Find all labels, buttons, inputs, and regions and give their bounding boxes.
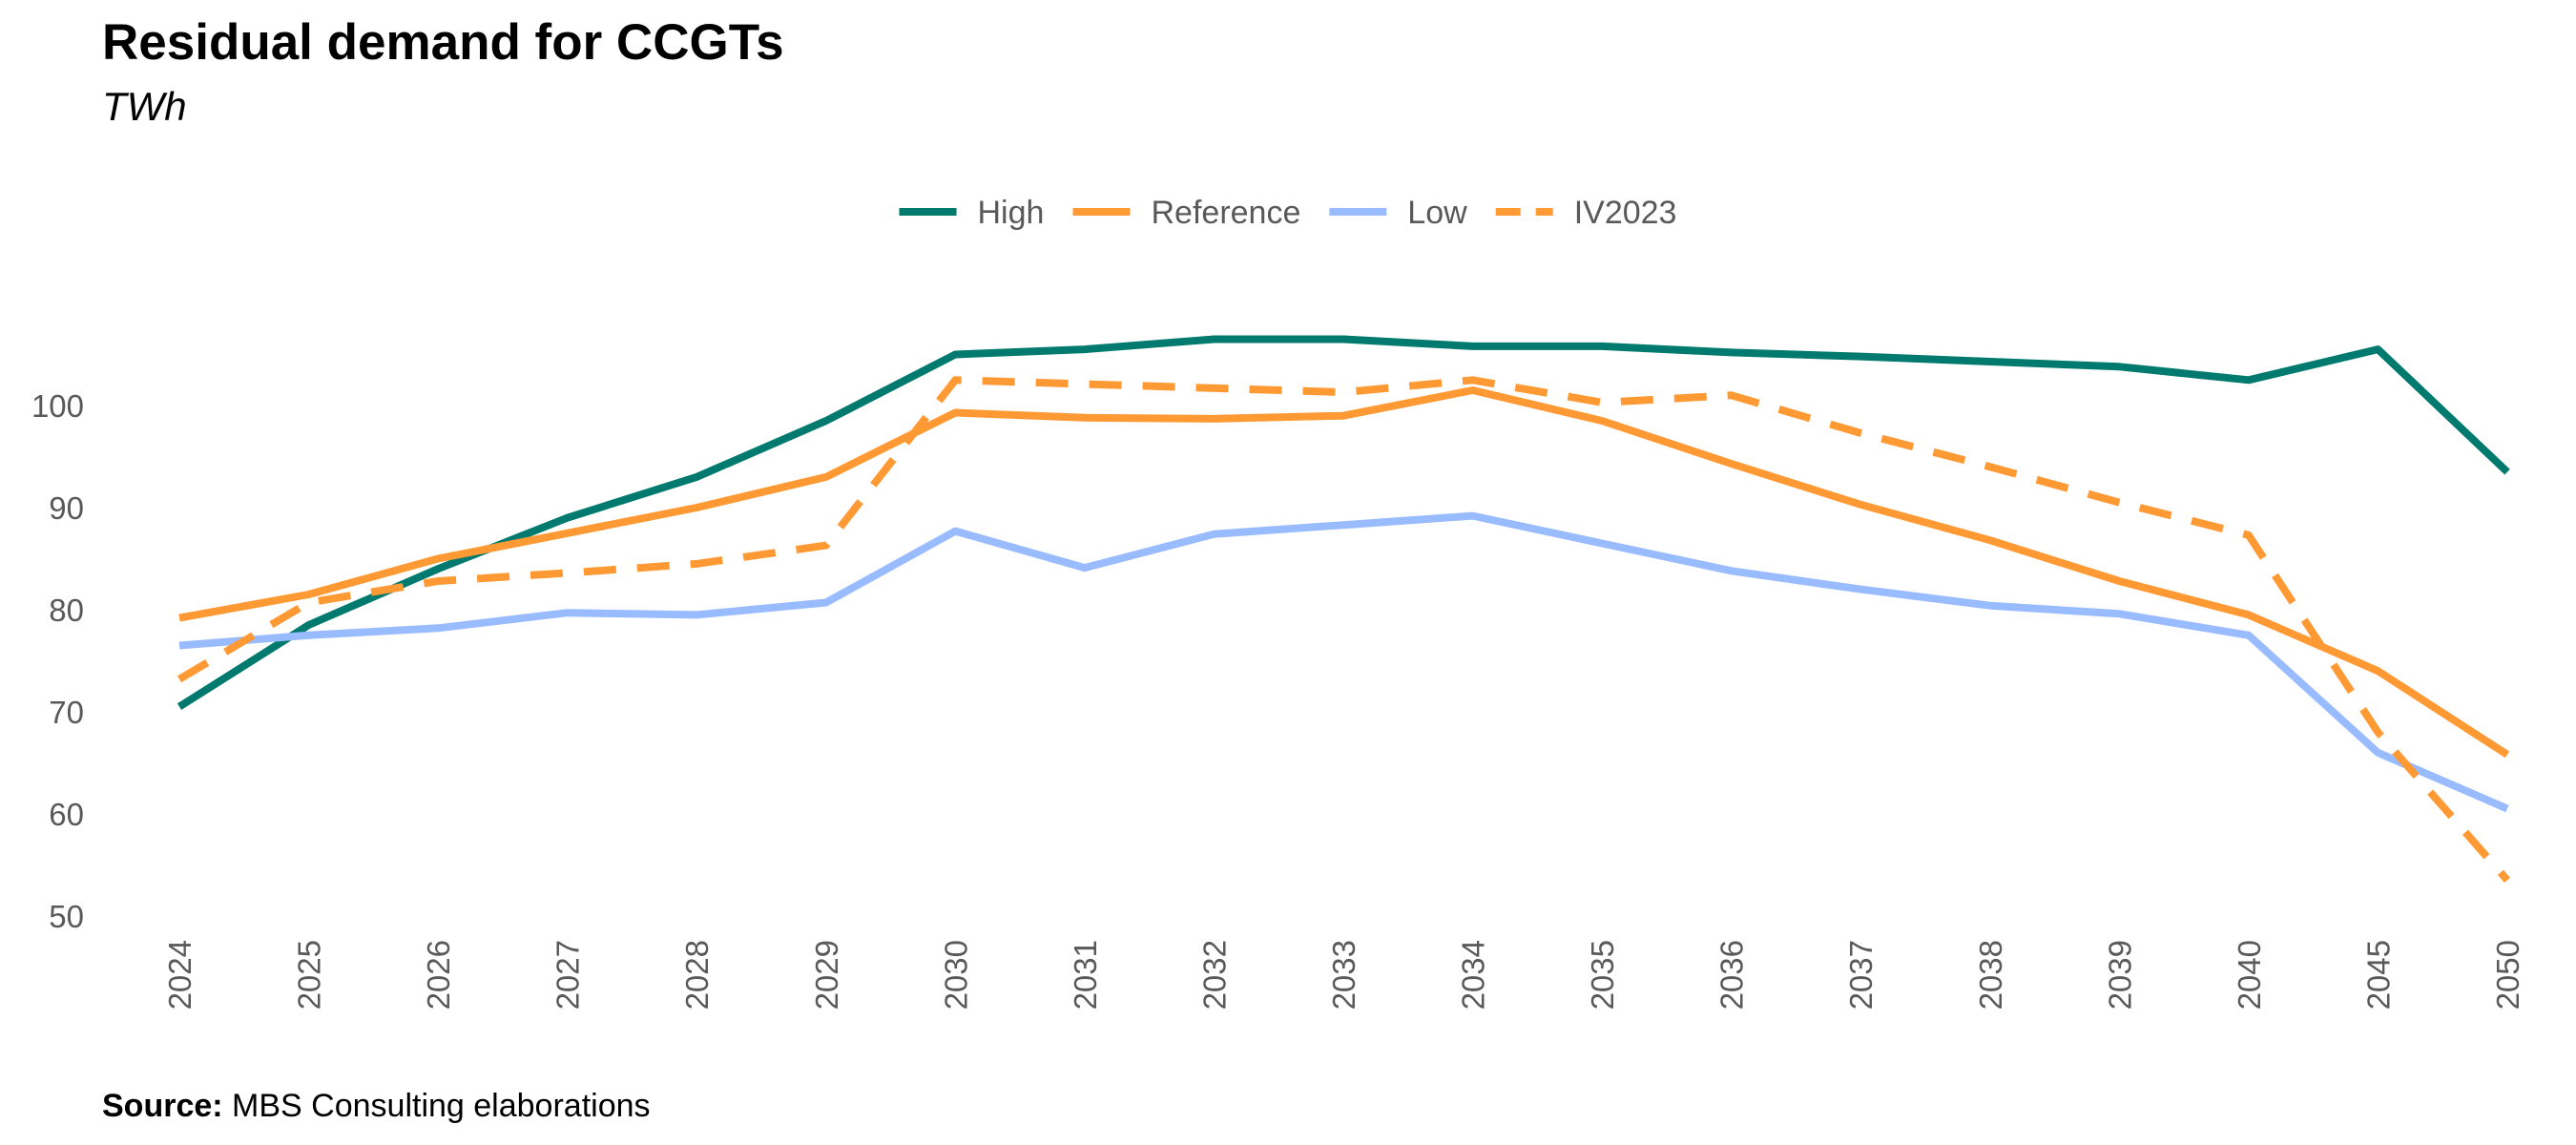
legend-label-reference: Reference	[1152, 195, 1301, 231]
x-tick-label-2045: 2045	[2360, 940, 2396, 1010]
x-axis: 2024 2025 2026 2027 2028 2029 2030 2031 2032 2033…	[162, 940, 2525, 1010]
legend-label-high: High	[978, 195, 1045, 231]
legend-label-iv2023: IV2023	[1574, 195, 1677, 231]
x-tick-label-2030: 2030	[938, 940, 973, 1010]
x-tick-label-2026: 2026	[421, 940, 456, 1010]
x-tick-label-2025: 2025	[292, 940, 327, 1010]
x-tick-label-2031: 2031	[1068, 940, 1103, 1010]
series-line-iv2023	[177, 376, 2511, 884]
legend-item-low: Low	[1329, 195, 1467, 231]
y-tick-label-50: 50	[49, 899, 84, 934]
x-tick-label-2050: 2050	[2490, 940, 2525, 1010]
x-tick-label-2027: 2027	[551, 940, 586, 1010]
x-tick-label-2037: 2037	[1843, 940, 1879, 1010]
y-tick-label-70: 70	[49, 695, 84, 730]
series-line-reference	[178, 386, 2510, 759]
legend-label-low: Low	[1407, 195, 1467, 231]
x-tick-label-2038: 2038	[1973, 940, 2008, 1010]
y-axis: 50 60 70 80 90 100	[31, 388, 84, 934]
x-tick-label-2028: 2028	[679, 940, 715, 1010]
legend-item-reference: Reference	[1072, 195, 1301, 231]
y-tick-label-60: 60	[49, 797, 84, 832]
source-label: Source:	[102, 1088, 223, 1124]
source-note: Source: MBS Consulting elaborations	[102, 1088, 651, 1125]
x-tick-label-2029: 2029	[809, 940, 844, 1010]
x-tick-label-2024: 2024	[162, 940, 197, 1010]
x-tick-label-2036: 2036	[1714, 940, 1750, 1010]
chart-title: Residual demand for CCGTs	[102, 14, 784, 71]
source-text: MBS Consulting elaborations	[232, 1088, 651, 1124]
plot-area	[177, 335, 2511, 884]
series-line-high	[177, 335, 2510, 710]
legend-item-iv2023: IV2023	[1495, 195, 1677, 231]
y-tick-label-100: 100	[31, 388, 84, 424]
chart-subtitle: TWh	[102, 84, 187, 129]
x-tick-label-2035: 2035	[1585, 940, 1620, 1010]
x-tick-label-2032: 2032	[1196, 940, 1232, 1010]
y-tick-label-90: 90	[49, 490, 84, 526]
x-tick-label-2040: 2040	[2232, 940, 2267, 1010]
legend: High Reference Low IV2023	[899, 195, 1677, 231]
series-line-low	[178, 511, 2509, 813]
x-tick-label-2033: 2033	[1326, 940, 1361, 1010]
x-tick-label-2034: 2034	[1456, 940, 1491, 1010]
x-tick-label-2039: 2039	[2102, 940, 2137, 1010]
y-tick-label-80: 80	[49, 593, 84, 628]
legend-item-high: High	[899, 195, 1045, 231]
